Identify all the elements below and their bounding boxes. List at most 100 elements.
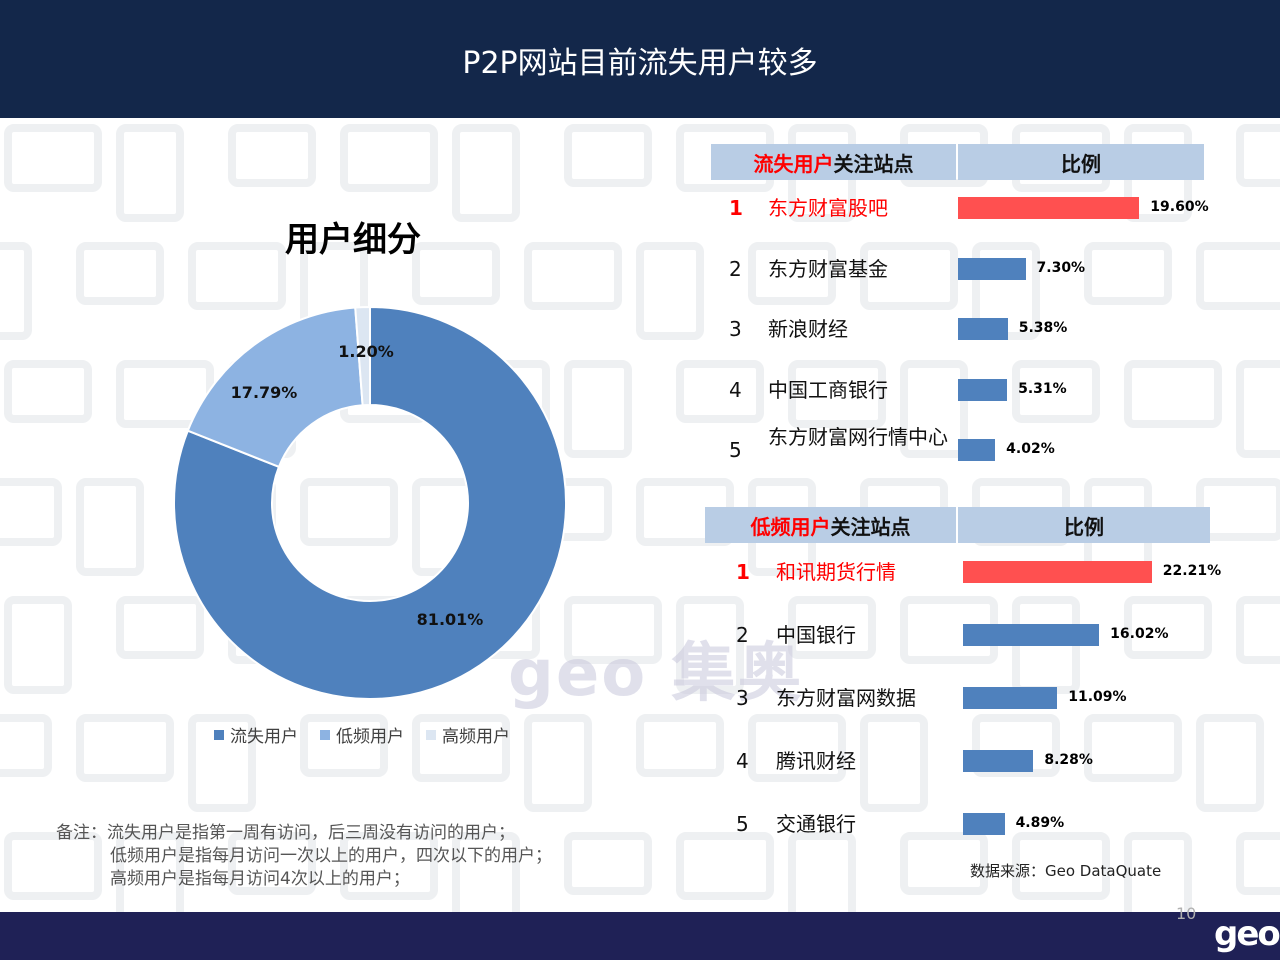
bg-device-outline <box>788 596 876 659</box>
bg-device-outline <box>4 360 92 423</box>
rank-number: 4 <box>729 377 742 402</box>
footnote: 备注：流失用户是指第一周有访问，后三周没有访问的用户； 低频用户是指每月访问一次… <box>56 822 552 891</box>
bg-device-outline <box>4 832 102 900</box>
rank-number: 5 <box>729 438 742 462</box>
bg-device-outline <box>748 242 836 305</box>
ratio-bar <box>963 687 1058 709</box>
legend-swatch <box>214 729 224 740</box>
bg-device-outline <box>452 124 520 222</box>
ratio-label: 4.89% <box>1015 815 1065 831</box>
note-line-1: 备注：流失用户是指第一周有访问，后三周没有访问的用户； <box>56 823 515 843</box>
rank-number: 3 <box>736 686 749 710</box>
bg-device-outline <box>4 124 102 192</box>
table1-header-rest: 关注站点 <box>833 151 914 176</box>
bg-device-outline <box>412 714 510 782</box>
bg-device-outline <box>76 242 164 305</box>
header-bar: P2P网站目前流失用户较多 <box>0 0 1280 118</box>
note-line-3: 高频用户是指每月访问4次以上的用户； <box>110 869 410 889</box>
site-name: 东方财富基金 <box>768 256 888 281</box>
bg-device-outline <box>1236 124 1280 187</box>
bg-device-outline <box>1124 360 1222 428</box>
ratio-label: 11.09% <box>1068 689 1127 705</box>
bg-device-outline <box>0 478 62 546</box>
legend-label: 低频用户 <box>336 727 404 747</box>
donut-label-2: 1.20% <box>338 342 394 361</box>
rank-number: 1 <box>736 560 750 584</box>
geo-logo: geo <box>1214 914 1280 954</box>
bg-device-outline <box>1236 596 1280 664</box>
donut-label-1: 17.79% <box>231 383 298 402</box>
bg-device-outline <box>900 832 988 895</box>
donut-slice-0 <box>173 305 567 700</box>
rank-number: 1 <box>729 196 743 220</box>
ratio-bar <box>958 197 1140 219</box>
bg-device-outline <box>340 832 438 900</box>
bg-device-outline <box>76 478 144 576</box>
chart-title: 用户细分 <box>285 220 421 260</box>
rank-number: 2 <box>736 623 749 647</box>
rank-number: 4 <box>736 749 749 773</box>
donut-chart: 81.01% 17.79% 1.20% <box>173 305 567 700</box>
bg-device-outline <box>1196 478 1280 541</box>
table2-header-highlight: 低频用户 <box>750 514 831 539</box>
legend-label: 高频用户 <box>442 727 510 747</box>
site-name: 和讯期货行情 <box>776 560 896 584</box>
legend-swatch <box>426 729 436 740</box>
bg-device-outline <box>676 832 774 900</box>
bg-device-outline <box>116 124 184 222</box>
site-name: 新浪财经 <box>768 317 848 341</box>
bg-device-outline <box>1084 242 1172 305</box>
bg-device-outline <box>524 242 622 310</box>
bg-device-outline <box>76 714 174 782</box>
bg-device-outline <box>1196 714 1264 812</box>
bg-device-outline <box>1236 360 1280 458</box>
data-source: 数据来源：Geo DataQuate <box>970 862 1162 880</box>
bg-device-outline <box>300 714 388 777</box>
table2-header-ratio: 比例 <box>958 507 1210 543</box>
table1-header-site: 流失用户 关注站点 <box>711 144 956 180</box>
bg-device-outline <box>1124 596 1212 659</box>
bg-device-outline <box>300 478 398 546</box>
legend-swatch <box>320 729 330 740</box>
rank-number: 5 <box>736 812 749 836</box>
ratio-bar <box>958 439 996 461</box>
table2-header-rest: 关注站点 <box>830 514 911 539</box>
note-line-2: 低频用户是指每月访问一次以上的用户，四次以下的用户； <box>110 846 552 866</box>
ratio-bar <box>958 257 1026 280</box>
bg-device-outline <box>0 714 52 777</box>
watermark: geo 集奥 <box>508 637 804 711</box>
legend-label: 流失用户 <box>230 727 298 747</box>
bg-device-outline <box>228 832 316 895</box>
site-name: 交通银行 <box>776 812 856 836</box>
donut-slice-1 <box>186 306 364 469</box>
bg-device-outline <box>228 124 316 187</box>
bg-device-outline <box>788 832 856 912</box>
bg-device-outline <box>1012 832 1110 900</box>
bg-device-outline <box>564 360 632 458</box>
ratio-bar <box>963 813 1005 835</box>
bg-device-outline <box>676 596 744 694</box>
ratio-label: 8.28% <box>1044 752 1093 768</box>
rank-number: 3 <box>729 317 742 341</box>
table1-header-highlight: 流失用户 <box>753 151 834 176</box>
page-number: 10 <box>1176 904 1197 923</box>
bg-device-outline <box>412 242 500 305</box>
site-name: 中国银行 <box>776 623 856 647</box>
bg-device-outline <box>1012 360 1100 423</box>
ratio-label: 22.21% <box>1162 563 1222 579</box>
bg-device-outline <box>1236 832 1280 895</box>
bg-device-outline <box>188 242 286 310</box>
ratio-label: 16.02% <box>1110 626 1169 642</box>
ratio-bar <box>963 624 1100 646</box>
bg-device-outline <box>4 596 72 694</box>
site-name: 东方财富网行情中心 <box>768 425 948 449</box>
chart-legend: 流失用户 低频用户 高频用户 <box>214 722 532 747</box>
bg-device-outline <box>1196 242 1280 310</box>
bg-device-outline <box>1124 832 1192 912</box>
bg-device-outline <box>860 714 928 812</box>
legend-item-low: 低频用户 <box>320 722 404 747</box>
bg-device-outline <box>972 714 1060 777</box>
bg-device-outline <box>524 714 592 812</box>
ratio-label: 5.31% <box>1018 380 1067 397</box>
table2-header-ratio-label: 比例 <box>1064 514 1104 539</box>
